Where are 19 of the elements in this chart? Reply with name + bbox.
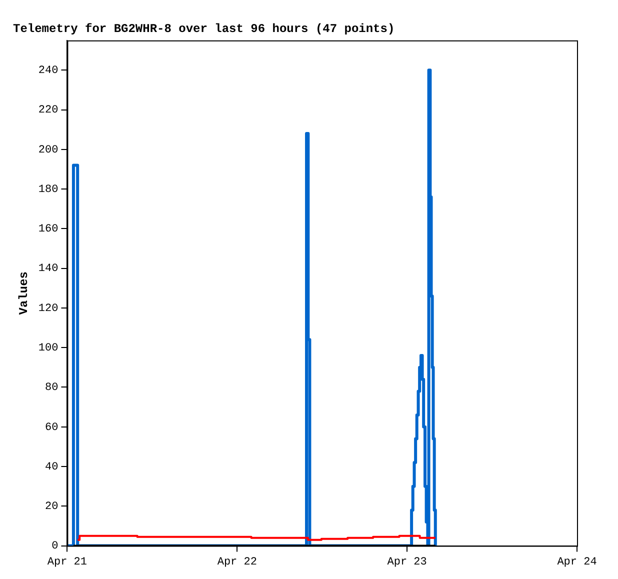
y-tick-label: 0 (52, 540, 58, 553)
chart-title: Telemetry for BG2WHR-8 over last 96 hours (47 points) (13, 22, 395, 36)
y-axis-title: Values (17, 271, 32, 315)
x-tick-label: Apr 24 (557, 556, 598, 568)
y-tick-label: 40 (45, 461, 58, 474)
y-tick-label: 60 (45, 422, 58, 434)
y-tick-label: 160 (38, 224, 58, 236)
x-tick-label: Apr 22 (217, 556, 257, 568)
y-tick-label: 220 (38, 104, 58, 117)
y-tick-label: 20 (45, 501, 58, 514)
y-tick-label: 120 (38, 302, 58, 315)
y-tick-label: 180 (38, 184, 58, 196)
x-tick-label: Apr 23 (387, 556, 427, 568)
y-tick-label: 200 (38, 144, 58, 156)
y-tick-label: 140 (38, 263, 58, 276)
y-tick-label: 80 (45, 382, 58, 394)
y-tick-label: 240 (38, 65, 58, 78)
x-tick-label: Apr 21 (47, 556, 88, 568)
y-tick-label: 100 (38, 342, 58, 355)
